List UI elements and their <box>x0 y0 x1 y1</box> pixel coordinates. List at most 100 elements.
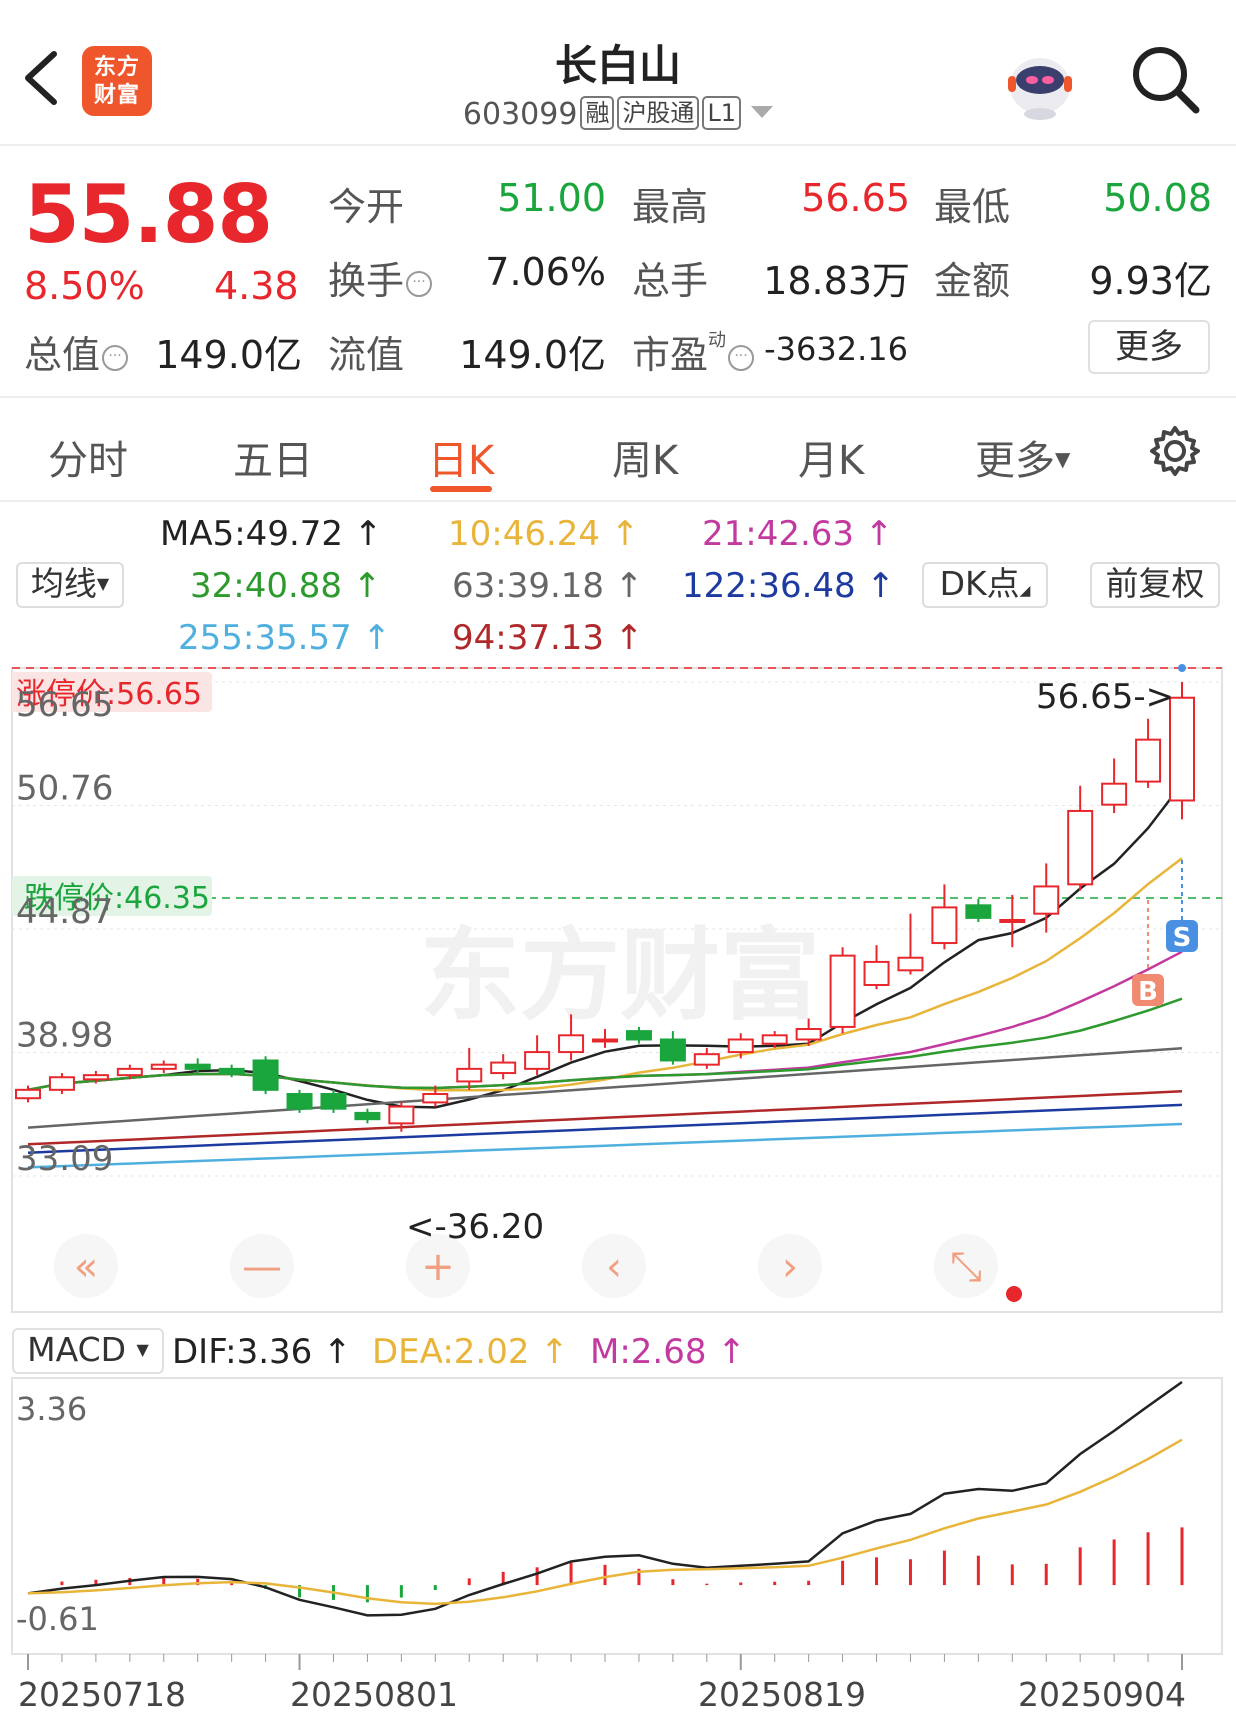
macd-chart: 3.36 -0.61 20250718 20250801 20250819 20… <box>11 1377 1223 1714</box>
candle-body <box>1033 885 1060 915</box>
tab-daily-k[interactable]: 日K <box>428 438 495 484</box>
candle-body <box>931 906 958 945</box>
robot-avatar-icon[interactable] <box>1000 42 1080 122</box>
up-arrow-icon: ↑ <box>864 514 894 554</box>
ma94-value: 94:37.13 ↑ <box>452 618 643 658</box>
indicator-select-button[interactable]: MACD ▼ <box>12 1328 164 1374</box>
candle-body <box>422 1093 449 1104</box>
low-label: 最低 <box>934 185 1011 229</box>
info-icon[interactable]: ··· <box>102 345 129 371</box>
chevron-left-icon[interactable] <box>18 48 68 108</box>
candle-body <box>388 1105 415 1125</box>
next-icon[interactable]: › <box>758 1234 822 1298</box>
turnover-value: 7.06% <box>485 250 606 294</box>
up-arrow-icon: ↑ <box>610 514 640 554</box>
macd-m-text: M:2.68 <box>590 1332 707 1372</box>
top-bar: 东方 财富 长白山 603099 融沪股通 L1 <box>0 0 1236 146</box>
tab-monthly-k[interactable]: 月K <box>798 438 865 484</box>
tab-weekly-k[interactable]: 周K <box>612 438 679 484</box>
candle-body <box>456 1067 483 1083</box>
macd-dea-text: DEA:2.02 <box>372 1332 530 1372</box>
up-arrow-icon: ↑ <box>323 1332 352 1372</box>
app-logo[interactable]: 东方 财富 <box>82 46 152 116</box>
candle-body <box>218 1067 245 1075</box>
limit-down-badge <box>12 875 212 916</box>
candle-body <box>1101 782 1128 806</box>
tab-five-day[interactable]: 五日 <box>233 438 313 484</box>
tab-intraday[interactable]: 分时 <box>48 438 128 484</box>
candle-body <box>184 1063 211 1070</box>
buy-marker: B <box>1138 977 1158 1007</box>
forward-adjust-button[interactable]: 前复权 <box>1090 562 1220 608</box>
float-value: 149.0亿 <box>459 333 606 377</box>
tab-more[interactable]: 更多▼ <box>975 428 1070 486</box>
candle-body <box>15 1088 41 1100</box>
candle-body <box>1135 738 1162 783</box>
zoom-in-icon[interactable]: + <box>406 1234 470 1298</box>
info-icon[interactable]: ··· <box>406 271 433 297</box>
ma63-text: 63:39.18 <box>452 566 605 606</box>
y-axis-label: 50.76 <box>16 769 113 809</box>
limit-up-label: 涨停价:56.65 <box>16 677 202 712</box>
candle-body <box>965 904 992 919</box>
dea-line <box>27 1438 1183 1606</box>
pe-label[interactable]: 市盈动··· <box>632 324 755 379</box>
up-arrow-icon: ↑ <box>614 566 644 606</box>
nav-button-bg <box>758 1234 822 1298</box>
up-arrow-icon: ↑ <box>353 514 383 554</box>
search-icon[interactable] <box>1130 44 1202 116</box>
candle-body <box>693 1053 720 1066</box>
sell-marker-bg <box>1166 920 1198 952</box>
caret-down-icon: ▼ <box>96 574 110 593</box>
dif-line <box>27 1380 1183 1617</box>
candle-body <box>320 1093 347 1110</box>
candle-body <box>999 918 1026 923</box>
prev-icon[interactable]: ‹ <box>582 1234 646 1298</box>
ma32-text: 32:40.88 <box>190 566 343 606</box>
ma255-text: 255:35.57 <box>178 618 352 658</box>
ma-toggle-button[interactable]: 均线▼ <box>16 562 124 608</box>
nav-button-glyph: + <box>421 1244 455 1290</box>
indicator-select-label: MACD <box>27 1330 127 1369</box>
high-value: 56.65 <box>801 176 910 220</box>
candle-body <box>659 1038 686 1062</box>
macd-dif: DIF:3.36 ↑ <box>172 1332 352 1372</box>
macd-panel[interactable]: MACD ▼ DIF:3.36 ↑ DEA:2.02 ↑ M:2.68 ↑ 3.… <box>0 1320 1236 1733</box>
up-arrow-icon: ↑ <box>866 566 896 606</box>
candle-body <box>625 1030 652 1041</box>
turnover-label[interactable]: 换手 ··· <box>328 250 433 305</box>
dk-point-button[interactable]: DK点◢ <box>922 562 1048 608</box>
more-quote-button[interactable]: 更多 <box>1088 320 1210 374</box>
info-icon[interactable]: ··· <box>728 345 755 371</box>
y-axis-label: 33.09 <box>16 1139 113 1179</box>
ma255-value: 255:35.57 ↑ <box>178 618 391 658</box>
candle-body <box>82 1074 109 1081</box>
stock-code-line[interactable]: 603099 融沪股通 L1 <box>0 96 1236 132</box>
expand-icon[interactable]: ⤡ <box>934 1234 998 1298</box>
ma63-value: 63:39.18 ↑ <box>452 566 643 606</box>
ma21-value: 21:42.63 ↑ <box>702 514 893 554</box>
stock-name[interactable]: 长白山 <box>554 41 681 90</box>
tab-more-label: 更多 <box>975 438 1055 484</box>
candle-body <box>524 1051 551 1070</box>
nav-button-glyph: › <box>782 1244 798 1290</box>
high-label: 最高 <box>632 185 709 229</box>
rewind-icon[interactable]: « <box>54 1234 118 1298</box>
macd-y-bottom: -0.61 <box>16 1600 99 1638</box>
macd-m: M:2.68 ↑ <box>590 1332 746 1372</box>
candlestick-chart[interactable]: 东方财富 涨停价:56.65 跌停价:46.35 56.65 50.76 44.87 3… <box>0 660 1236 1320</box>
candle-body <box>829 954 856 1028</box>
up-arrow-icon: ↑ <box>540 1332 569 1372</box>
open-label: 今开 <box>328 185 405 229</box>
tag-level: L1 <box>702 96 742 130</box>
mktcap-label[interactable]: 总值 ··· <box>24 324 129 379</box>
divider <box>0 500 1236 502</box>
gear-icon[interactable] <box>1148 424 1202 478</box>
ma63-line <box>27 1047 1183 1129</box>
tag-connect: 沪股通 <box>617 96 700 130</box>
candle-body <box>1067 809 1094 886</box>
candle-body <box>490 1061 517 1075</box>
up-arrow-icon: ↑ <box>717 1332 746 1372</box>
last-price: 55.88 <box>24 168 273 261</box>
zoom-out-icon[interactable]: — <box>230 1234 294 1298</box>
